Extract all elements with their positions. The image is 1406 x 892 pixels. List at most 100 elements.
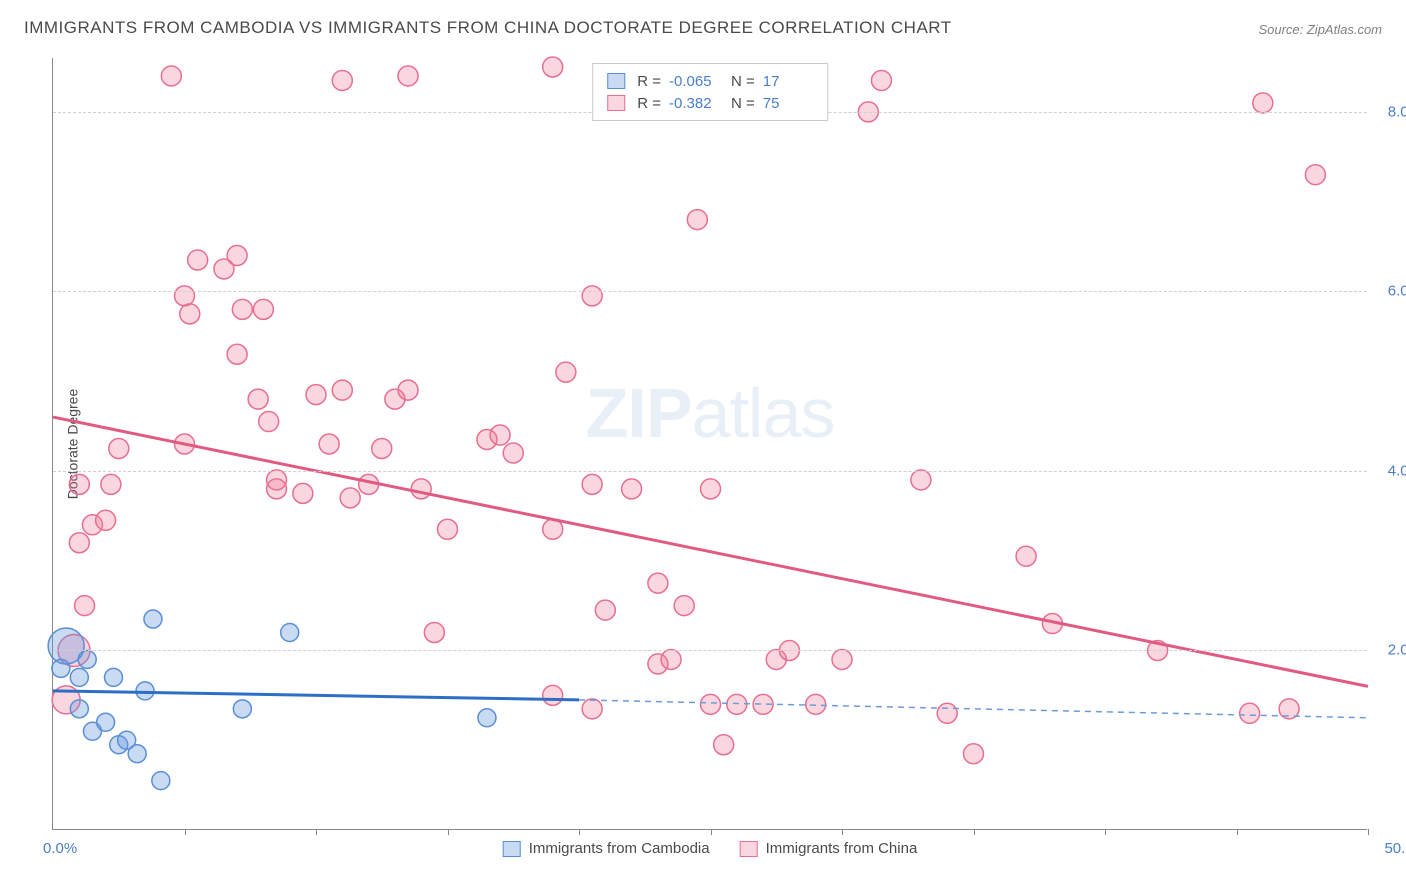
scatter-point-cambodia	[52, 659, 70, 677]
scatter-point-cambodia	[104, 668, 122, 686]
trendline-cambodia	[53, 691, 579, 700]
r-value-cambodia: -0.065	[669, 73, 719, 90]
scatter-point-china	[556, 362, 576, 382]
scatter-point-china	[622, 479, 642, 499]
swatch-cambodia	[607, 73, 625, 89]
n-label: N =	[731, 95, 755, 112]
scatter-point-china	[161, 66, 181, 86]
scatter-point-china	[232, 299, 252, 319]
swatch-china	[607, 95, 625, 111]
x-tick	[1105, 829, 1106, 835]
legend-label-cambodia: Immigrants from Cambodia	[529, 840, 710, 857]
scatter-point-china	[582, 286, 602, 306]
scatter-point-china	[687, 210, 707, 230]
legend-label-china: Immigrants from China	[766, 840, 918, 857]
x-tick	[842, 829, 843, 835]
y-tick-label: 6.0%	[1388, 283, 1406, 300]
scatter-point-china	[398, 66, 418, 86]
n-value-cambodia: 17	[763, 73, 813, 90]
r-label: R =	[637, 95, 661, 112]
scatter-point-china	[411, 479, 431, 499]
x-tick	[185, 829, 186, 835]
scatter-point-china	[438, 519, 458, 539]
scatter-point-china	[180, 304, 200, 324]
y-tick-label: 2.0%	[1388, 642, 1406, 659]
scatter-point-china	[1253, 93, 1273, 113]
scatter-point-china	[582, 474, 602, 494]
scatter-point-china	[267, 470, 287, 490]
scatter-point-china	[727, 694, 747, 714]
swatch-cambodia-icon	[503, 841, 521, 857]
scatter-point-china	[648, 573, 668, 593]
scatter-point-china	[701, 479, 721, 499]
x-tick	[316, 829, 317, 835]
scatter-point-china	[806, 694, 826, 714]
legend-item-china: Immigrants from China	[740, 840, 918, 857]
scatter-point-china	[332, 70, 352, 90]
legend-row-china: R = -0.382 N = 75	[607, 92, 813, 114]
y-tick-label: 8.0%	[1388, 103, 1406, 120]
scatter-point-cambodia	[97, 713, 115, 731]
scatter-point-china	[69, 533, 89, 553]
scatter-point-china	[306, 385, 326, 405]
scatter-point-cambodia	[70, 700, 88, 718]
gridline	[53, 471, 1367, 472]
n-label: N =	[731, 73, 755, 90]
scatter-point-china	[674, 596, 694, 616]
scatter-point-china	[964, 744, 984, 764]
scatter-point-china	[1016, 546, 1036, 566]
scatter-point-cambodia	[233, 700, 251, 718]
scatter-point-china	[175, 286, 195, 306]
swatch-china-icon	[740, 841, 758, 857]
scatter-point-china	[372, 438, 392, 458]
source-attribution: Source: ZipAtlas.com	[1258, 22, 1382, 37]
scatter-point-china	[595, 600, 615, 620]
scatter-point-china	[259, 412, 279, 432]
scatter-point-china	[714, 735, 734, 755]
scatter-point-cambodia	[281, 624, 299, 642]
x-tick	[448, 829, 449, 835]
scatter-point-cambodia	[70, 668, 88, 686]
x-axis-origin-label: 0.0%	[43, 840, 77, 857]
legend-row-cambodia: R = -0.065 N = 17	[607, 70, 813, 92]
scatter-point-china	[332, 380, 352, 400]
x-tick	[711, 829, 712, 835]
scatter-point-china	[227, 245, 247, 265]
scatter-point-china	[253, 299, 273, 319]
scatter-point-china	[248, 389, 268, 409]
chart-plot-area: Doctorate Degree ZIPatlas R = -0.065 N =…	[52, 58, 1367, 830]
legend-item-cambodia: Immigrants from Cambodia	[503, 840, 710, 857]
gridline	[53, 291, 1367, 292]
y-tick-label: 4.0%	[1388, 462, 1406, 479]
scatter-point-china	[503, 443, 523, 463]
scatter-point-china	[101, 474, 121, 494]
scatter-point-china	[543, 685, 563, 705]
scatter-point-china	[293, 483, 313, 503]
scatter-point-china	[937, 703, 957, 723]
scatter-svg	[53, 58, 1367, 829]
scatter-point-cambodia	[128, 745, 146, 763]
n-value-china: 75	[763, 95, 813, 112]
scatter-point-cambodia	[144, 610, 162, 628]
x-axis-end-label: 50.0%	[1384, 840, 1406, 857]
scatter-point-china	[188, 250, 208, 270]
scatter-point-china	[701, 694, 721, 714]
x-tick	[1237, 829, 1238, 835]
scatter-point-china	[340, 488, 360, 508]
x-tick	[1368, 829, 1369, 835]
chart-title: IMMIGRANTS FROM CAMBODIA VS IMMIGRANTS F…	[24, 18, 952, 38]
scatter-point-china	[871, 70, 891, 90]
x-tick	[974, 829, 975, 835]
scatter-point-china	[75, 596, 95, 616]
scatter-point-china	[661, 649, 681, 669]
scatter-point-cambodia	[78, 650, 96, 668]
scatter-point-china	[96, 510, 116, 530]
scatter-point-china	[911, 470, 931, 490]
gridline	[53, 650, 1367, 651]
scatter-point-cambodia	[478, 709, 496, 727]
x-tick	[579, 829, 580, 835]
scatter-point-china	[109, 438, 129, 458]
trendline-china	[53, 417, 1368, 686]
scatter-point-china	[490, 425, 510, 445]
scatter-point-china	[398, 380, 418, 400]
